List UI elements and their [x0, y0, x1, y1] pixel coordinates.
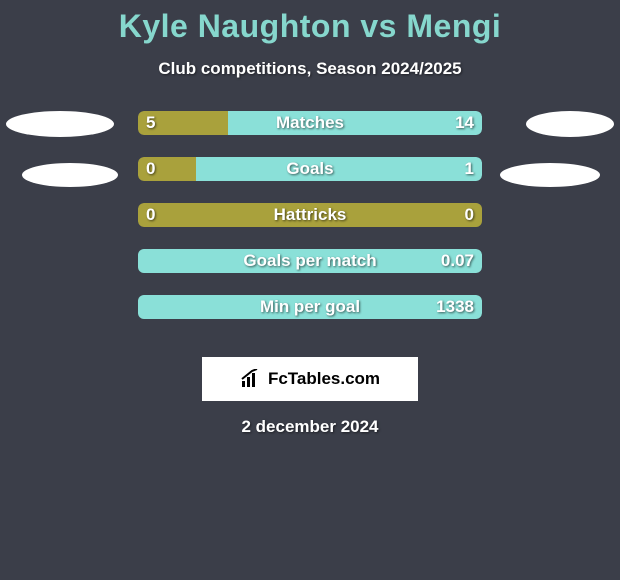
comparison-chart: 5 Matches 14 0 Goals 1 0 Hattricks 0 Goa… — [0, 111, 620, 341]
stat-value-left: 0 — [146, 159, 155, 179]
stat-value-left: 5 — [146, 113, 155, 133]
chart-icon — [240, 369, 262, 389]
stat-value-right: 0.07 — [441, 251, 474, 271]
bar-right — [138, 295, 482, 319]
stat-value-right: 1338 — [436, 297, 474, 317]
bar-track: 0 Hattricks 0 — [138, 203, 482, 227]
stat-row: 0 Goals 1 — [0, 157, 620, 203]
bar-track: Goals per match 0.07 — [138, 249, 482, 273]
stat-value-right: 14 — [455, 113, 474, 133]
bar-right — [228, 111, 482, 135]
stat-row: 5 Matches 14 — [0, 111, 620, 157]
stat-row: Goals per match 0.07 — [0, 249, 620, 295]
stat-value-right: 1 — [465, 159, 474, 179]
bar-right — [138, 249, 482, 273]
stat-value-left: 0 — [146, 205, 155, 225]
stat-value-right: 0 — [465, 205, 474, 225]
bar-track: 0 Goals 1 — [138, 157, 482, 181]
bar-track: Min per goal 1338 — [138, 295, 482, 319]
bar-right — [196, 157, 482, 181]
bar-track: 5 Matches 14 — [138, 111, 482, 135]
bar-left — [138, 203, 482, 227]
brand-text: FcTables.com — [268, 369, 380, 389]
stat-row: Min per goal 1338 — [0, 295, 620, 341]
brand-box[interactable]: FcTables.com — [202, 357, 418, 401]
page-title: Kyle Naughton vs Mengi — [0, 0, 620, 45]
page-subtitle: Club competitions, Season 2024/2025 — [0, 59, 620, 79]
date-label: 2 december 2024 — [0, 417, 620, 437]
stat-row: 0 Hattricks 0 — [0, 203, 620, 249]
